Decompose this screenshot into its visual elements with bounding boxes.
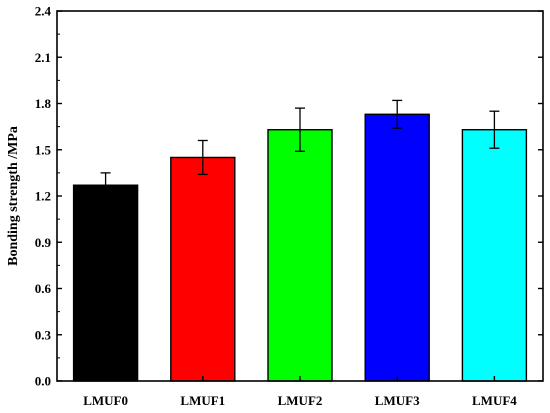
x-tick-label: LMUF0	[83, 393, 128, 408]
y-tick-label: 0.0	[35, 374, 51, 389]
x-axis-tick-labels: LMUF0 LMUF1 LMUF2 LMUF3 LMUF4	[83, 376, 517, 408]
error-bars	[100, 99, 500, 199]
y-tick-label: 2.1	[35, 50, 51, 65]
bar-lmuf4	[461, 129, 528, 382]
y-tick-label: 0.9	[35, 235, 52, 250]
bar-lmuf1	[170, 156, 236, 382]
x-tick-label: LMUF1	[180, 393, 225, 408]
y-tick-label: 0.6	[35, 281, 52, 296]
plot-frame	[56, 10, 544, 382]
y-tick-label: 1.2	[35, 189, 51, 204]
bar-lmuf3	[364, 113, 430, 382]
bar-lmuf0	[72, 184, 139, 382]
y-tick-label: 1.5	[35, 142, 52, 157]
y-tick-label: 0.3	[35, 327, 52, 342]
x-tick-label: LMUF4	[472, 393, 517, 408]
x-tick-label: LMUF2	[278, 393, 323, 408]
x-tick-label: LMUF3	[375, 393, 420, 408]
y-axis-label: Bonding strength /MPa	[6, 126, 21, 266]
y-tick-label: 2.4	[35, 4, 52, 19]
bars	[72, 113, 528, 382]
bar-lmuf2	[267, 129, 333, 382]
y-axis-ticks: 0.0 0.3 0.6 0.9 1.2 1.5 1.8 2.1 2.4	[35, 4, 543, 389]
y-tick-label: 1.8	[35, 96, 52, 111]
